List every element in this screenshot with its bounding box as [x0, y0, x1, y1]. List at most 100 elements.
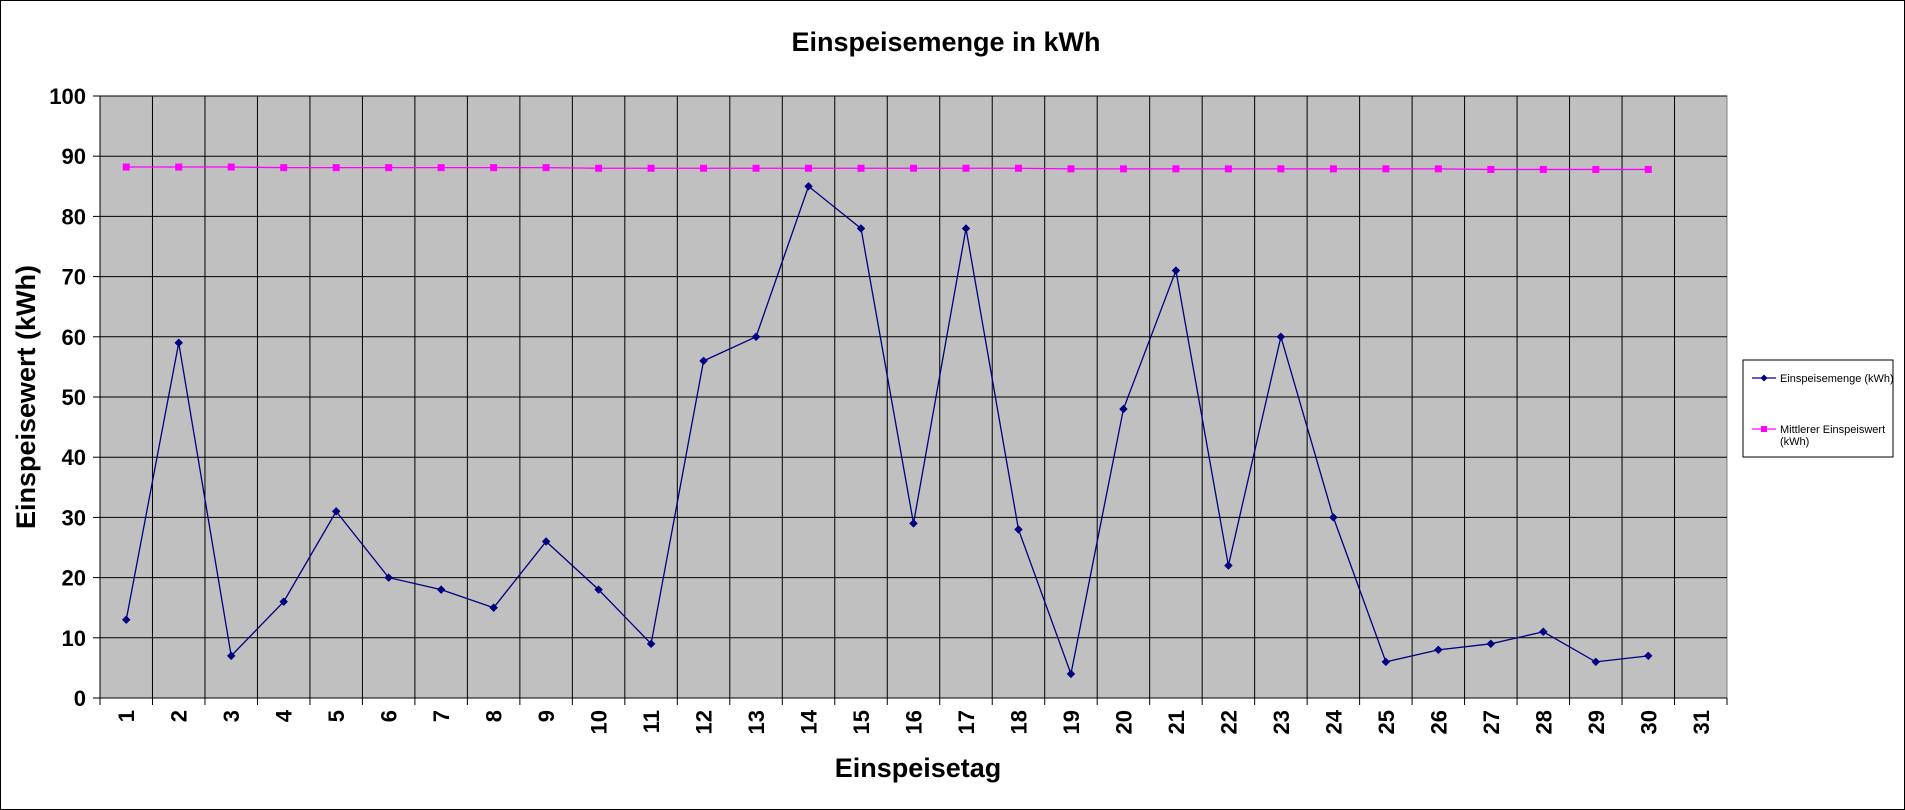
x-tick-label: 29: [1584, 710, 1609, 734]
x-tick-label: 16: [902, 710, 927, 734]
series-1: [121, 181, 1653, 679]
y-tick-label: 90: [62, 144, 86, 169]
x-tick-label: 27: [1479, 710, 1504, 734]
y-tick-label: 20: [62, 566, 86, 591]
data-point: [1539, 165, 1547, 173]
data-point: [1066, 669, 1076, 679]
data-point: [1224, 165, 1232, 173]
data-point: [121, 615, 131, 625]
data-point: [700, 164, 708, 172]
data-point: [1329, 513, 1338, 522]
x-tick-label: 9: [534, 710, 559, 722]
legend-item-2: Mittlerer Einspeiswert(kWh): [1752, 424, 1885, 448]
legend-label: (kWh): [1780, 436, 1809, 448]
x-tick-label: 5: [324, 710, 349, 722]
data-point: [1433, 645, 1443, 655]
legend-swatch-marker: [1761, 426, 1767, 432]
x-tick-label: 15: [849, 710, 874, 734]
data-point: [175, 163, 183, 171]
data-point: [1644, 165, 1652, 173]
x-axis-title: Einspeisetag: [835, 753, 1002, 783]
y-tick-label: 50: [62, 385, 86, 410]
data-point: [1172, 165, 1180, 173]
data-point: [594, 585, 603, 594]
x-tick-label: 25: [1374, 710, 1399, 734]
legend-box: [1742, 359, 1894, 458]
data-point: [174, 338, 184, 348]
x-tick-label: 8: [482, 710, 507, 722]
data-point: [804, 181, 813, 191]
data-point: [1538, 627, 1548, 637]
data-point: [542, 164, 550, 172]
data-point: [1014, 164, 1022, 172]
data-point: [1067, 165, 1075, 173]
legend-item-1: Einspeisemenge (kWh): [1752, 373, 1894, 385]
data-point: [1434, 165, 1442, 173]
data-point: [646, 639, 656, 649]
x-tick-label: 30: [1636, 710, 1661, 734]
data-point: [962, 164, 970, 172]
data-point: [1119, 165, 1127, 173]
x-tick-label: 3: [219, 710, 244, 722]
data-point: [384, 573, 394, 582]
data-point: [489, 603, 498, 613]
data-point: [1277, 165, 1285, 173]
x-tick-label: 21: [1164, 710, 1189, 734]
data-point: [1381, 657, 1391, 667]
data-point: [227, 163, 235, 171]
data-point: [856, 224, 866, 233]
data-point: [280, 164, 288, 172]
data-point: [541, 537, 551, 546]
x-tick-label: 14: [797, 709, 822, 734]
data-point: [437, 164, 445, 172]
data-point: [751, 332, 761, 342]
series-2: [122, 163, 1652, 173]
legend-label: Einspeisemenge (kWh): [1780, 373, 1894, 385]
x-tick-label: 7: [429, 710, 454, 722]
grid-lines: [100, 95, 1727, 698]
data-point: [805, 164, 813, 172]
data-point: [910, 164, 917, 172]
x-tick-label: 12: [692, 710, 717, 734]
x-tick-label: 2: [167, 710, 192, 722]
x-tick-label: 18: [1006, 710, 1031, 734]
data-point: [436, 585, 446, 594]
data-point: [1329, 165, 1337, 173]
y-tick-label: 0: [74, 686, 86, 711]
y-tick-label: 40: [62, 445, 86, 470]
x-tick-label: 24: [1321, 709, 1346, 734]
legend-swatch-marker: [1760, 374, 1768, 382]
x-tick-label: 1: [114, 710, 139, 722]
x-tick-label: 4: [272, 709, 297, 722]
data-point: [490, 164, 498, 172]
data-point: [1014, 525, 1023, 534]
data-point: [595, 164, 603, 172]
x-tick-label: 11: [639, 710, 664, 733]
data-point: [279, 597, 289, 607]
series-line: [126, 166, 1649, 171]
chart-title: Einspeisemenge in kWh: [791, 27, 1100, 57]
data-point: [1224, 561, 1233, 570]
data-point: [1382, 165, 1390, 173]
y-tick-label: 80: [62, 204, 86, 229]
x-tick-label: 20: [1111, 710, 1136, 734]
data-point: [1591, 657, 1601, 667]
data-point: [1171, 266, 1181, 275]
x-tick-labels: 1 2 3 4 5 6 7 8 9 10 11 12 13 14 15 16 17 18 19 20 21 22 23 24 2…: [114, 709, 1714, 734]
data-point: [752, 164, 760, 172]
series-layer: [121, 163, 1653, 679]
data-point: [226, 651, 236, 661]
data-point: [1486, 639, 1496, 649]
x-tick-label: 19: [1059, 710, 1084, 734]
axes: [93, 95, 1728, 705]
data-point: [331, 507, 341, 516]
series-line: [125, 185, 1649, 677]
y-tick-label: 70: [62, 265, 86, 290]
data-point: [1487, 165, 1495, 173]
x-tick-label: 13: [744, 710, 769, 734]
x-tick-label: 23: [1269, 710, 1294, 734]
x-tick-label: 28: [1531, 710, 1556, 734]
y-tick-label: 100: [49, 84, 86, 109]
